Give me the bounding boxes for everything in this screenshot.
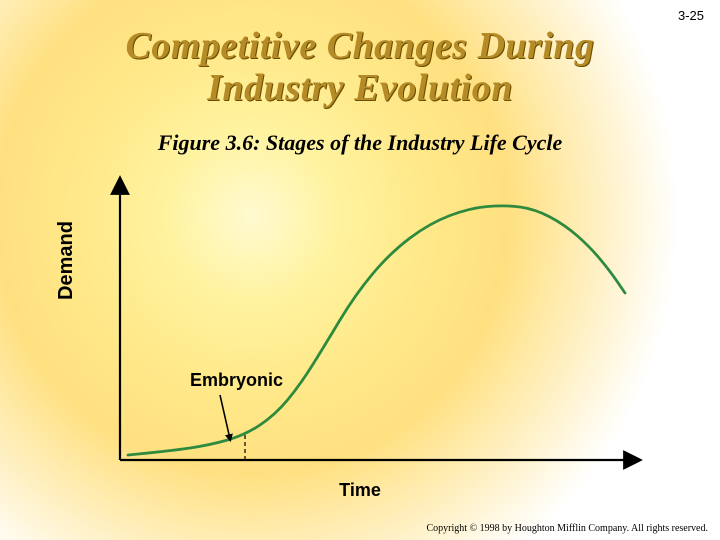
y-axis-label: Demand — [55, 221, 78, 300]
figure-caption: Figure 3.6: Stages of the Industry Life … — [0, 130, 720, 156]
title-line-2: Industry Evolution — [207, 67, 513, 109]
slide: 3-25 Competitive Changes During Industry… — [0, 0, 720, 540]
title-line-1: Competitive Changes During — [125, 25, 594, 67]
life-cycle-chart: Embryonic — [90, 175, 650, 475]
x-axis-label: Time — [0, 480, 720, 501]
slide-title: Competitive Changes During Industry Evol… — [0, 26, 720, 110]
copyright-text: Copyright © 1998 by Houghton Mifflin Com… — [427, 523, 708, 534]
stage-label-embryonic: Embryonic — [190, 370, 283, 391]
chart-svg — [90, 175, 650, 475]
page-number: 3-25 — [678, 8, 704, 23]
